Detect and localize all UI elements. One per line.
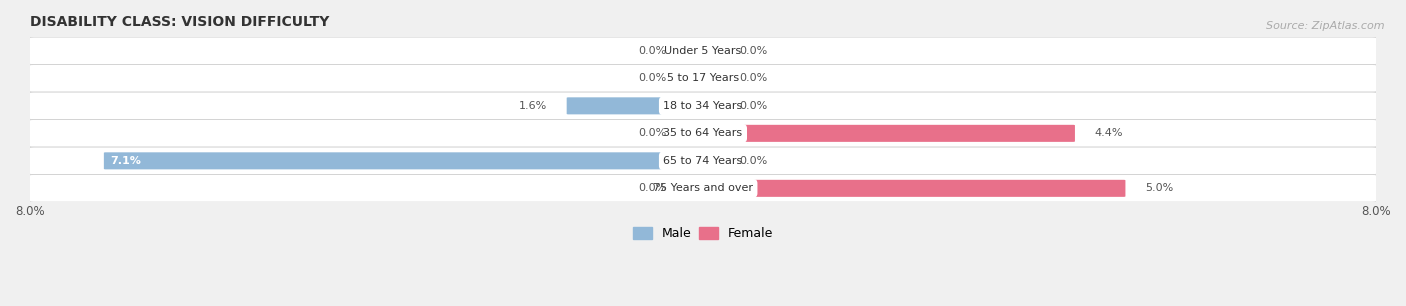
FancyBboxPatch shape <box>104 152 704 169</box>
FancyBboxPatch shape <box>567 97 704 114</box>
Text: 65 to 74 Years: 65 to 74 Years <box>664 156 742 166</box>
Text: 0.0%: 0.0% <box>638 73 666 83</box>
FancyBboxPatch shape <box>27 120 1379 147</box>
FancyBboxPatch shape <box>702 70 720 87</box>
Text: 35 to 64 Years: 35 to 64 Years <box>664 128 742 138</box>
FancyBboxPatch shape <box>686 180 704 197</box>
Text: 4.4%: 4.4% <box>1094 128 1123 138</box>
FancyBboxPatch shape <box>27 92 1379 120</box>
Text: 5 to 17 Years: 5 to 17 Years <box>666 73 740 83</box>
FancyBboxPatch shape <box>686 125 704 142</box>
Text: 1.6%: 1.6% <box>519 101 547 111</box>
Text: 75 Years and over: 75 Years and over <box>652 183 754 193</box>
Text: Under 5 Years: Under 5 Years <box>665 46 741 56</box>
Legend: Male, Female: Male, Female <box>628 222 778 245</box>
FancyBboxPatch shape <box>702 97 720 114</box>
FancyBboxPatch shape <box>686 70 704 87</box>
Text: 0.0%: 0.0% <box>638 183 666 193</box>
Text: 5.0%: 5.0% <box>1144 183 1173 193</box>
Text: Source: ZipAtlas.com: Source: ZipAtlas.com <box>1267 21 1385 32</box>
FancyBboxPatch shape <box>702 125 1076 142</box>
Text: 0.0%: 0.0% <box>740 46 768 56</box>
Text: 0.0%: 0.0% <box>740 101 768 111</box>
Text: 0.0%: 0.0% <box>638 128 666 138</box>
FancyBboxPatch shape <box>27 147 1379 175</box>
FancyBboxPatch shape <box>27 175 1379 202</box>
Text: 0.0%: 0.0% <box>638 46 666 56</box>
Text: 0.0%: 0.0% <box>740 73 768 83</box>
FancyBboxPatch shape <box>702 42 720 59</box>
Text: 18 to 34 Years: 18 to 34 Years <box>664 101 742 111</box>
FancyBboxPatch shape <box>702 152 720 169</box>
Text: 0.0%: 0.0% <box>740 156 768 166</box>
FancyBboxPatch shape <box>27 37 1379 65</box>
FancyBboxPatch shape <box>686 42 704 59</box>
Text: DISABILITY CLASS: VISION DIFFICULTY: DISABILITY CLASS: VISION DIFFICULTY <box>30 15 329 29</box>
Text: 7.1%: 7.1% <box>110 156 141 166</box>
FancyBboxPatch shape <box>702 180 1125 197</box>
FancyBboxPatch shape <box>27 65 1379 92</box>
